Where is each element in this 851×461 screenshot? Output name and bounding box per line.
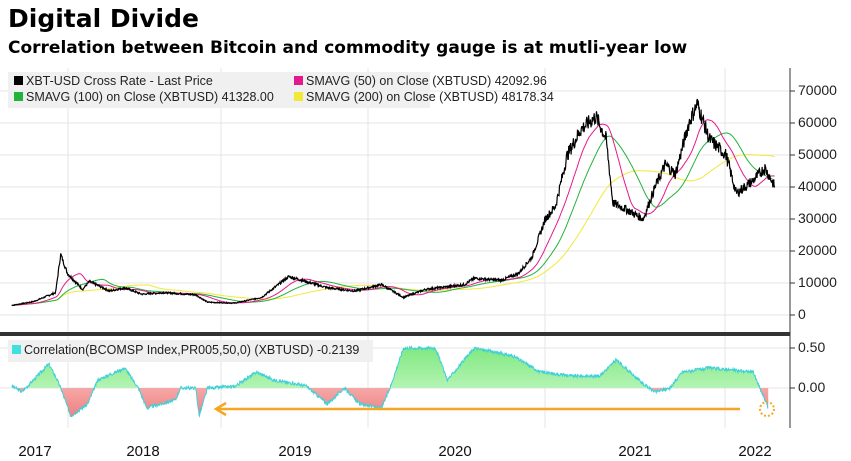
highlight-circle <box>759 401 775 417</box>
y-tick-label: 40000 <box>798 178 837 194</box>
legend-swatch <box>14 92 23 101</box>
chart-subtitle: Correlation between Bitcoin and commodit… <box>8 38 688 58</box>
legend-swatch <box>12 345 21 354</box>
x-tick-label: 2018 <box>126 443 160 460</box>
legend-swatch <box>294 76 303 85</box>
y-tick-label: 0.00 <box>798 379 826 395</box>
x-tick-label: 2020 <box>438 443 472 460</box>
legend-item-price: XBT-USD Cross Rate - Last Price <box>14 74 213 88</box>
sma100-line <box>11 132 775 306</box>
legend-swatch <box>294 92 303 101</box>
y-tick-label: 30000 <box>798 210 837 226</box>
correlation-legend: Correlation(BCOMSP Index,PR005,50,0) (XB… <box>8 340 373 362</box>
correlation-negative-area <box>11 388 769 417</box>
y-tick-label: 0 <box>798 306 806 322</box>
price-line <box>11 98 776 307</box>
legend-item-sma100: SMAVG (100) on Close (XBTUSD) 41328.00 <box>14 90 274 104</box>
x-tick-label: 2022 <box>738 443 772 460</box>
correlation-panel <box>11 344 769 418</box>
x-tick-label: 2019 <box>278 443 312 460</box>
y-tick-label: 50000 <box>798 146 837 162</box>
legend-swatch <box>14 76 23 85</box>
price-panel <box>11 98 776 307</box>
x-tick-label: 2021 <box>618 443 652 460</box>
arrow-head <box>213 401 227 417</box>
legend-item-sma200: SMAVG (200) on Close (XBTUSD) 48178.34 <box>294 90 554 104</box>
legend-item-correlation: Correlation(BCOMSP Index,PR005,50,0) (XB… <box>12 343 359 357</box>
y-tick-label: 60000 <box>798 114 837 130</box>
chart-title: Digital Divide <box>8 4 199 33</box>
y-tick-label: 0.50 <box>798 339 826 355</box>
y-tick-label: 20000 <box>798 242 837 258</box>
price-legend: XBT-USD Cross Rate - Last Price SMAVG (5… <box>8 72 554 108</box>
panel-divider <box>0 332 790 336</box>
y-tick-label: 10000 <box>798 274 837 290</box>
gridlines <box>0 68 790 428</box>
x-tick-label: 2017 <box>18 443 52 460</box>
y-tick-label: 70000 <box>798 82 837 98</box>
correlation-line <box>11 344 769 418</box>
legend-item-sma50: SMAVG (50) on Close (XBTUSD) 42092.96 <box>294 74 547 88</box>
sma50-line <box>11 119 775 306</box>
correlation-positive-area <box>11 346 769 388</box>
